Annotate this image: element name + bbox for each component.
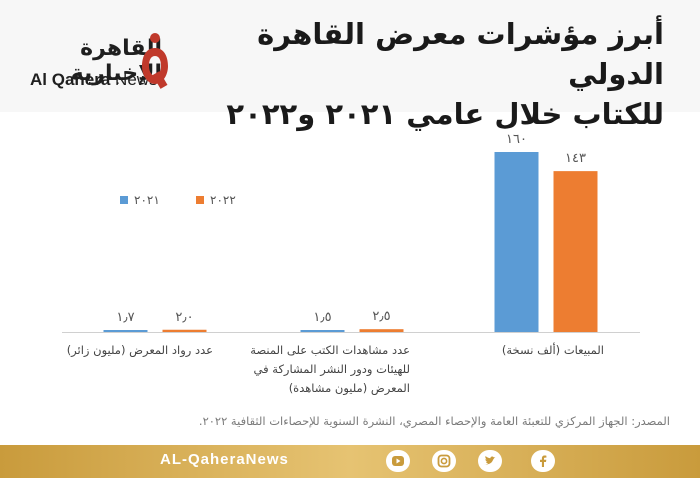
youtube-icon[interactable] — [386, 450, 410, 472]
footer-bar: AL-QaheraNews — [0, 445, 700, 478]
bar-series-1-cat-1 — [359, 329, 404, 332]
category-label: للهيئات ودور النشر المشاركة في — [254, 362, 410, 377]
header-band — [0, 0, 700, 112]
data-label: ١٤٣ — [565, 151, 586, 166]
source-note: المصدر: الجهاز المركزي للتعبئة العامة وا… — [198, 414, 670, 428]
bar-series-0-cat-0 — [494, 152, 539, 332]
bar-series-0-cat-2 — [103, 330, 148, 332]
twitter-icon[interactable] — [478, 450, 502, 472]
title-line-1: أبرز مؤشرات معرض القاهرة الدولي — [257, 17, 664, 91]
legend-label-0: ٢٠٢١ — [134, 193, 160, 207]
data-label: ٢٫٥ — [372, 309, 390, 324]
page-title: أبرز مؤشرات معرض القاهرة الدولي للكتاب خ… — [184, 14, 664, 134]
data-label: ٢٫٠ — [175, 310, 193, 325]
facebook-icon[interactable] — [531, 450, 555, 472]
data-label: ١٫٧ — [116, 310, 134, 325]
bar-chart: ١٦٠ ١٤٣ المبيعات (ألف نسخة) ١٫٥ ٢٫٥ عدد مشاهد… — [62, 132, 640, 396]
instagram-icon[interactable] — [432, 450, 456, 472]
bar-series-1-cat-0 — [553, 171, 598, 332]
legend-swatch-0 — [120, 196, 128, 204]
footer-site-name: AL-QaheraNews — [160, 451, 289, 468]
legend-label-1: ٢٠٢٢ — [210, 193, 236, 207]
data-label: ١٦٠ — [506, 132, 527, 147]
category-label: المعرض (مليون مشاهدة) — [289, 381, 410, 396]
logo: القاهرة الإخبارية Al Qahera News — [12, 14, 168, 89]
data-label: ١٫٥ — [313, 310, 331, 325]
category-label: عدد مشاهدات الكتب على المنصة — [250, 343, 410, 357]
title-line-2: للكتاب خلال عامي ٢٠٢١ و٢٠٢٢ — [226, 97, 664, 131]
category-label: المبيعات (ألف نسخة) — [502, 342, 604, 357]
logo-english-text: Al Qahera News — [30, 70, 158, 89]
category-label: عدد رواد المعرض (مليون زائر) — [67, 343, 213, 358]
bar-series-1-cat-2 — [162, 329, 207, 332]
bar-series-0-cat-1 — [300, 330, 345, 332]
logo-mark-icon — [142, 33, 168, 89]
legend-swatch-1 — [196, 196, 204, 204]
